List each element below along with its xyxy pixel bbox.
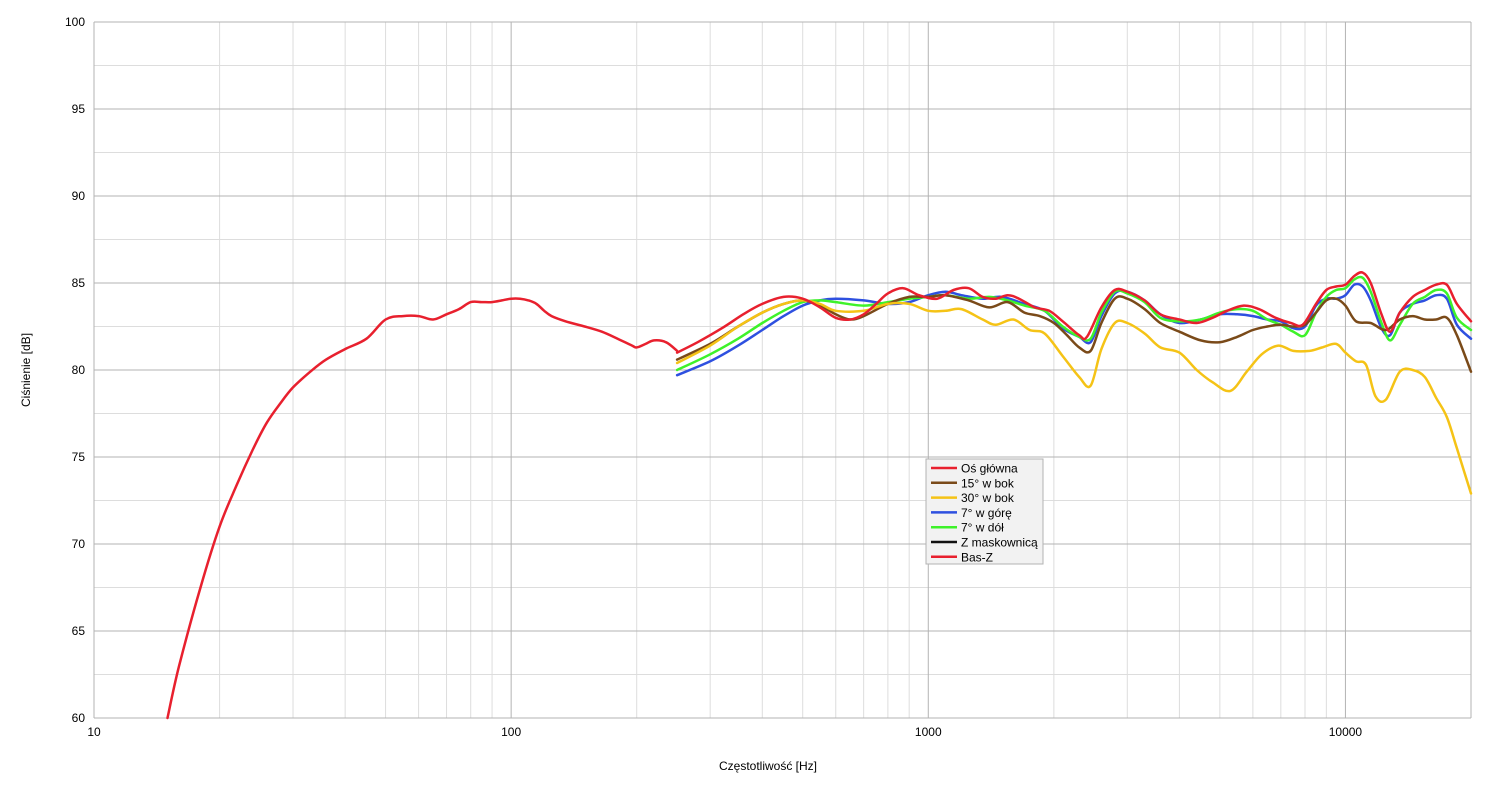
y-tick-label: 95	[72, 102, 86, 116]
x-tick-label: 1000	[915, 725, 942, 739]
series-line-5	[675, 275, 1473, 372]
legend-label: 7° w dół	[961, 521, 1004, 535]
y-axis-label: Ciśnienie [dB]	[19, 333, 33, 407]
y-tick-label: 90	[72, 189, 86, 203]
series-line-7	[166, 297, 679, 720]
y-tick-label: 60	[72, 711, 86, 725]
legend-label: 30° w bok	[961, 491, 1015, 505]
series-line-3	[675, 299, 1473, 495]
x-axis-label: Częstotliwość [Hz]	[719, 759, 817, 773]
y-tick-label: 80	[72, 363, 86, 377]
legend-label: 7° w górę	[961, 506, 1012, 520]
legend-label: Z maskownicą	[961, 536, 1038, 550]
x-tick-label: 10	[87, 725, 101, 739]
series-line-1	[675, 271, 1473, 354]
x-tick-label: 10000	[1329, 725, 1363, 739]
legend-label: Bas-Z	[961, 550, 993, 564]
legend-label: 15° w bok	[961, 476, 1015, 490]
legend-label: Oś główna	[961, 462, 1018, 476]
y-tick-label: 75	[72, 450, 86, 464]
x-tick-label: 100	[501, 725, 521, 739]
y-tick-label: 100	[65, 15, 85, 29]
series-layer	[166, 271, 1473, 720]
y-tick-labels: 60 65 70 75 80 85 90 95 100	[65, 15, 85, 725]
x-tick-labels: 10 100 1000 10000	[87, 725, 1362, 739]
y-tick-label: 65	[72, 624, 86, 638]
y-tick-label: 85	[72, 276, 86, 290]
major-gridlines	[93, 21, 1472, 719]
y-tick-label: 70	[72, 537, 86, 551]
